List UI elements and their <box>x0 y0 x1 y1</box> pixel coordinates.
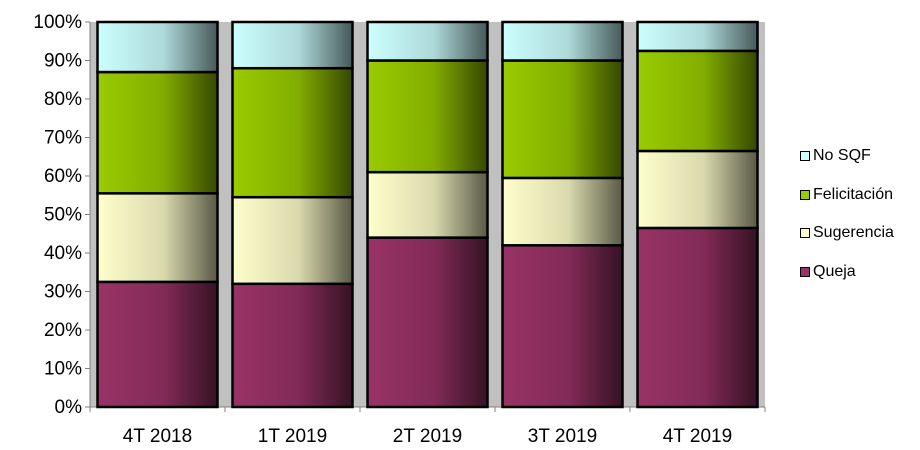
legend-swatch <box>800 151 810 161</box>
y-tick-label: 50% <box>44 205 82 226</box>
legend-swatch <box>800 228 810 238</box>
bar-segment-queja <box>366 236 489 409</box>
bar-segment-felicitaci-n <box>636 49 759 153</box>
bar-segment-sugerencia <box>96 192 219 284</box>
x-tick-label: 4T 2019 <box>663 426 732 447</box>
x-tick-label: 2T 2019 <box>393 426 462 447</box>
bar-segment-felicitaci-n <box>366 59 489 174</box>
legend-label: Felicitación <box>813 185 894 203</box>
y-tick-label: 30% <box>44 282 82 303</box>
y-tick-label: 20% <box>44 320 82 341</box>
bar-segment-sugerencia <box>231 195 354 286</box>
y-tick-label: 0% <box>55 397 83 418</box>
bar-segment-no-sqf <box>366 20 489 62</box>
bar-segment-sugerencia <box>366 170 489 239</box>
y-tick-label: 60% <box>44 166 82 187</box>
y-tick-label: 90% <box>44 51 82 72</box>
bar-segment-queja <box>636 226 759 409</box>
x-tick-label: 1T 2019 <box>258 426 327 447</box>
bar-segment-sugerencia <box>636 149 759 230</box>
legend-label: Queja <box>813 262 856 280</box>
legend: No SQF Felicitación Sugerencia Queja <box>800 146 894 300</box>
x-tick-label: 4T 2018 <box>123 426 192 447</box>
bar-segment-sugerencia <box>501 176 624 247</box>
bar-segment-queja <box>231 282 354 409</box>
legend-swatch <box>800 266 810 277</box>
bar-segment-no-sqf <box>96 20 219 74</box>
y-tick-label: 10% <box>44 359 82 380</box>
y-tick-label: 80% <box>44 89 82 110</box>
bar-segment-queja <box>501 244 624 409</box>
bar-segment-felicitaci-n <box>231 66 354 199</box>
y-tick-label: 40% <box>44 243 82 264</box>
bar-segment-felicitaci-n <box>96 70 219 195</box>
bar-segment-queja <box>96 280 219 409</box>
bar-segment-no-sqf <box>636 20 759 53</box>
y-tick-label: 70% <box>44 128 82 149</box>
bar-segment-no-sqf <box>501 20 624 62</box>
x-tick-label: 3T 2019 <box>528 426 597 447</box>
legend-label: Sugerencia <box>813 224 894 241</box>
legend-swatch <box>800 189 810 200</box>
bar-segment-no-sqf <box>231 20 354 70</box>
bar-segment-felicitaci-n <box>501 59 624 180</box>
legend-item: No SQF <box>800 146 894 166</box>
y-tick-label: 100% <box>33 12 82 33</box>
legend-label: No SQF <box>813 147 871 164</box>
legend-item: Queja <box>800 262 894 282</box>
legend-item: Sugerencia <box>800 223 894 243</box>
legend-item: Felicitación <box>800 185 894 205</box>
